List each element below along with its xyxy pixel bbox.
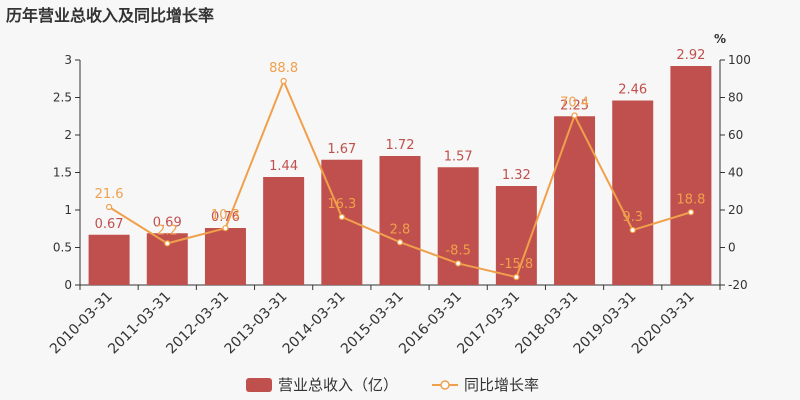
y-right-tick-label: 20: [728, 203, 743, 217]
legend-line-marker: [440, 380, 450, 390]
line-point: [571, 112, 578, 119]
bar-value-label: 1.67: [327, 142, 356, 157]
y-right-tick-label: 0: [728, 241, 736, 255]
line-value-label: -8.5: [445, 243, 470, 258]
y-left-tick-label: 0.5: [53, 241, 72, 255]
line-value-label: 2.2: [157, 223, 178, 238]
line-point: [338, 213, 345, 221]
line-value-label: -15.8: [500, 257, 534, 272]
line-value-label: 10.3: [211, 208, 240, 223]
line-point: [513, 274, 520, 281]
bar-value-label: 1.44: [269, 159, 298, 174]
line-value-label: 16.3: [327, 197, 356, 212]
bar: [670, 66, 712, 285]
bar-value-label: 2.25: [560, 98, 589, 113]
line-layer: [105, 77, 695, 281]
bar: [204, 228, 246, 285]
x-tick-label: 2020-03-31: [629, 289, 698, 358]
y-right-unit-label: %: [714, 32, 726, 46]
legend-bar-label: 营业总收入（亿）: [278, 376, 398, 394]
y-right-tick-label: 100: [728, 53, 751, 67]
bar-value-label: 1.32: [502, 168, 531, 183]
y-left-tick-label: 0: [64, 278, 72, 292]
y-left-tick-label: 2.5: [53, 91, 72, 105]
bar: [88, 234, 130, 285]
line-point: [629, 226, 636, 234]
bar-value-label: 1.57: [444, 149, 473, 164]
line-value-label: 21.6: [95, 187, 124, 202]
line-point: [455, 260, 462, 267]
y-left-tick-label: 1: [64, 203, 72, 217]
y-left-tick-label: 1.5: [53, 166, 72, 180]
line-point: [687, 209, 695, 216]
bar: [495, 186, 537, 285]
bar: [263, 177, 305, 285]
legend-bar-swatch: [246, 378, 272, 392]
line-value-label: 88.8: [269, 61, 298, 76]
y-left-tick-label: 3: [64, 53, 72, 67]
legend-layer[interactable]: 营业总收入（亿） 同比增长率: [246, 376, 539, 394]
line-value-label: 2.8: [390, 222, 411, 237]
line-point: [396, 239, 404, 246]
line-value-label: 18.8: [676, 192, 705, 207]
bar-value-label: 0.69: [153, 215, 182, 230]
y-right-tick-label: 80: [728, 91, 743, 105]
line-value-label: 9.3: [622, 210, 643, 225]
bar-value-label: 0.67: [95, 217, 124, 232]
y-right-tick-label: 60: [728, 128, 743, 142]
legend-line-label: 同比增长率: [464, 376, 539, 394]
labels-layer: 0.67 0.69 0.76 1.44 1.67 1.72 1.57 1.32 2.25 2.46…: [95, 48, 706, 272]
y-right-tick-label: 40: [728, 166, 743, 180]
chart-title: 历年营业总收入及同比增长率: [6, 6, 215, 25]
y-right-tick-label: -20: [728, 278, 748, 292]
bar-value-label: 2.46: [618, 83, 647, 98]
bar-value-label: 0.76: [211, 210, 240, 225]
line-point: [222, 225, 229, 232]
y-left-tick-label: 2: [64, 128, 72, 142]
line-point: [280, 77, 287, 85]
bar: [612, 100, 654, 285]
bar-value-label: 1.72: [386, 138, 415, 153]
line-point: [105, 203, 113, 211]
bar: [379, 156, 421, 285]
line-value-label: 70.4: [560, 96, 589, 111]
bars-layer: [88, 66, 712, 285]
bar-value-label: 2.92: [676, 48, 705, 63]
line-point: [164, 240, 171, 247]
